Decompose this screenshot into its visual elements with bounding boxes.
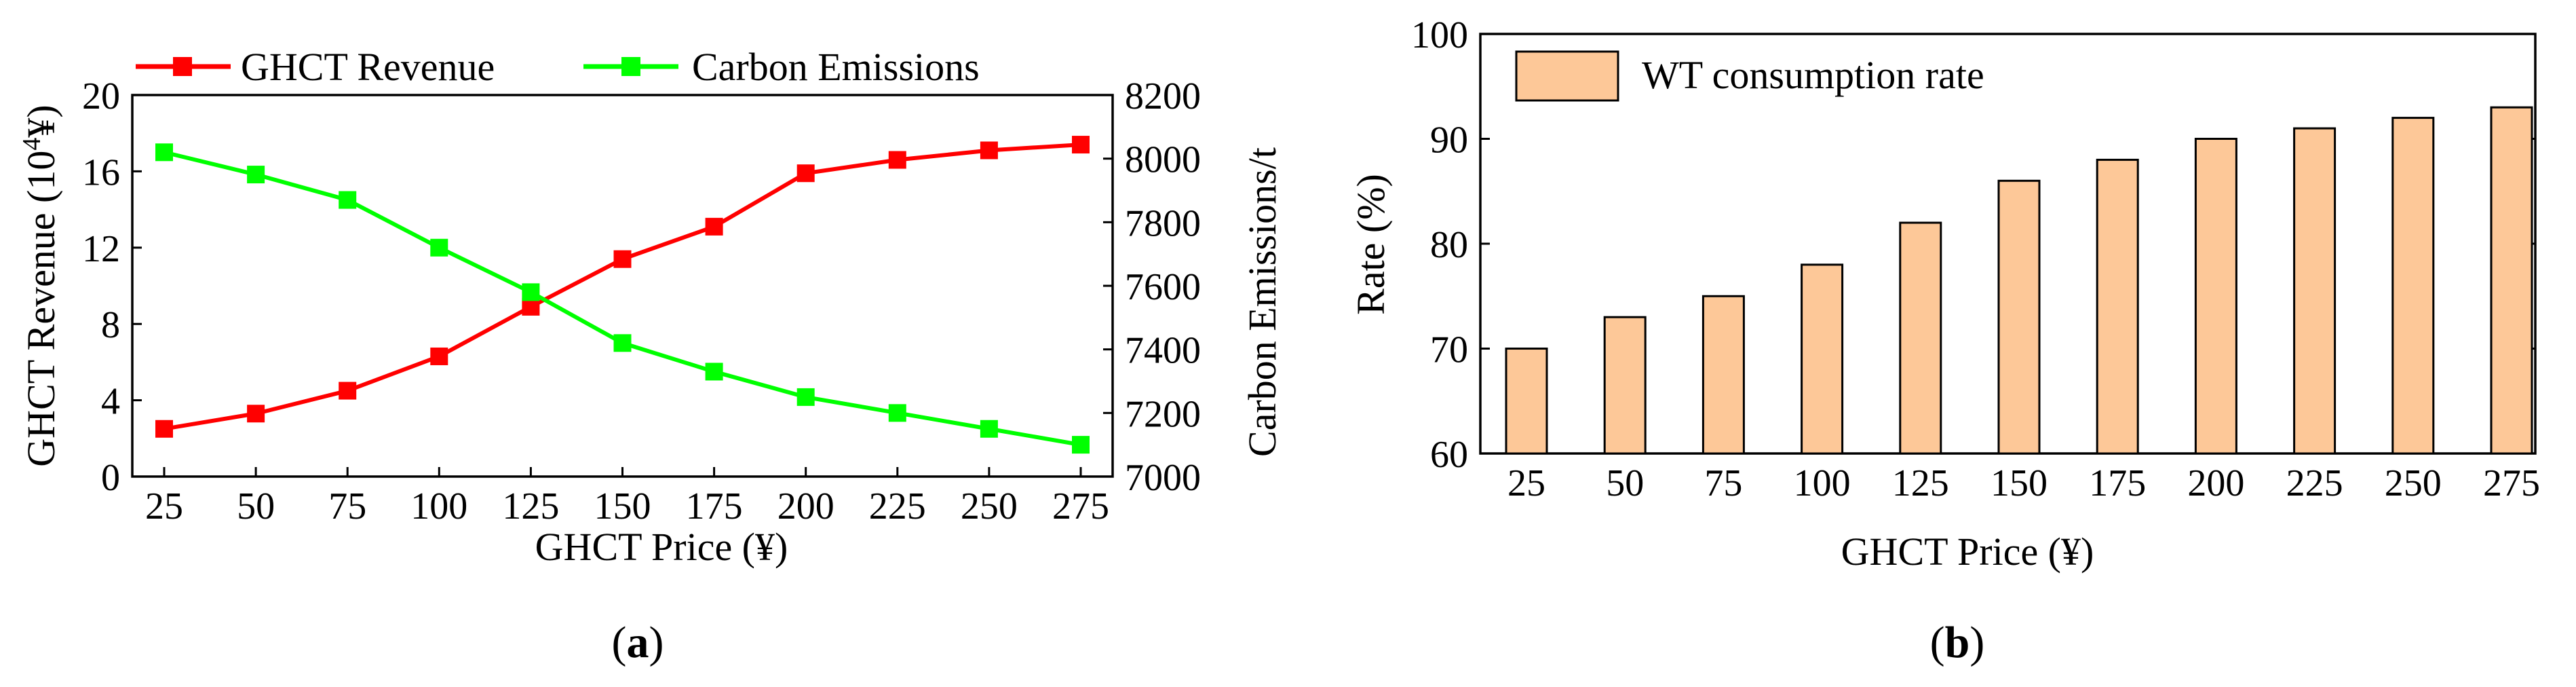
x-tick-label: 50 (237, 485, 275, 527)
panel-b-bars (1505, 106, 2533, 455)
data-point-ghct-revenue (796, 164, 815, 183)
data-point-carbon-emissions (522, 283, 540, 301)
legend-swatch-wt-consumption-rate (1515, 50, 1619, 102)
x-tick-label: 200 (777, 485, 834, 527)
data-point-carbon-emissions (339, 191, 357, 209)
x-tick-label: 100 (410, 485, 467, 527)
legend-label-ghct-revenue: GHCT Revenue (241, 45, 495, 89)
legend-label-carbon-emissions: Carbon Emissions (692, 45, 980, 89)
panel-a-ticks (132, 94, 1113, 478)
data-point-ghct-revenue (247, 405, 265, 423)
x-tick-label: 75 (1704, 462, 1742, 504)
x-tick-label: 125 (1892, 462, 1949, 504)
bar (1997, 179, 2041, 455)
y-tick-label: 60 (1430, 434, 1468, 476)
data-point-ghct-revenue (705, 217, 723, 236)
data-point-ghct-revenue (1072, 136, 1090, 154)
data-point-carbon-emissions (613, 334, 632, 352)
x-tick-label: 200 (2187, 462, 2244, 504)
bar (2293, 127, 2337, 455)
x-tick-label: 275 (1052, 485, 1109, 527)
data-point-ghct-revenue (339, 382, 357, 400)
panel-b-x-tick-labels: 25 50 75 100 125 150 175 200 225 250 275 (1507, 462, 2540, 504)
x-tick-label: 275 (2483, 462, 2540, 504)
y-tick-label: 90 (1430, 119, 1468, 162)
y-right-tick-label: 7400 (1125, 330, 1201, 372)
legend-marker-ghct-revenue (173, 57, 192, 76)
data-point-ghct-revenue (613, 250, 632, 268)
data-point-carbon-emissions (796, 388, 815, 406)
panel-b-legend: WT consumption rate (1515, 50, 1984, 102)
legend-marker-carbon-emissions (621, 57, 640, 76)
y-left-tick-label: 16 (82, 151, 120, 193)
bar (1702, 295, 1745, 455)
y-tick-label: 70 (1430, 329, 1468, 371)
x-tick-label: 50 (1606, 462, 1644, 504)
panel-a-left-tick-labels: 0 4 8 12 16 20 (82, 75, 120, 499)
panel-b-caption: (b) (1930, 618, 1985, 667)
panel-a-x-tick-labels: 25 50 75 100 125 150 175 200 225 250 275 (145, 485, 1109, 527)
data-point-carbon-emissions (247, 166, 265, 184)
panel-a-line-chart: 0 4 8 12 16 20 7000 7200 7400 7600 7800 8000 8200 2… (18, 45, 1284, 667)
panel-a-y-right-label: Carbon Emissions/t (1240, 147, 1284, 457)
panel-a-x-label: GHCT Price (¥) (535, 525, 788, 569)
data-point-ghct-revenue (888, 151, 906, 169)
bar (2490, 106, 2533, 455)
data-point-carbon-emissions (1072, 436, 1090, 454)
panel-b-y-label: Rate (%) (1349, 174, 1393, 315)
data-point-carbon-emissions (980, 420, 998, 438)
data-point-ghct-revenue (155, 420, 173, 438)
y-right-tick-label: 7000 (1125, 457, 1201, 499)
y-tick-label: 80 (1430, 224, 1468, 266)
bar (1899, 221, 1942, 455)
y-right-tick-label: 8000 (1125, 139, 1201, 181)
x-tick-label: 75 (328, 485, 366, 527)
x-tick-label: 150 (1991, 462, 2048, 504)
x-tick-label: 225 (2286, 462, 2343, 504)
data-point-ghct-revenue (980, 141, 998, 160)
panel-a-right-tick-labels: 7000 7200 7400 7600 7800 8000 8200 (1125, 75, 1201, 499)
bar (2194, 138, 2237, 455)
y-right-tick-label: 7200 (1125, 393, 1201, 435)
y-tick-label: 100 (1411, 14, 1468, 56)
x-tick-label: 250 (961, 485, 1018, 527)
panel-b-y-tick-labels: 60 70 80 90 100 (1411, 14, 1468, 476)
panel-b-x-label: GHCT Price (¥) (1841, 530, 2094, 574)
data-point-carbon-emissions (705, 363, 723, 381)
panel-a-caption: (a) (612, 618, 664, 667)
x-tick-label: 175 (686, 485, 743, 527)
x-tick-label: 125 (502, 485, 559, 527)
bar (1603, 316, 1647, 455)
panel-a-y-left-label: GHCT Revenue (104¥) (18, 105, 63, 466)
x-tick-label: 25 (145, 485, 183, 527)
x-tick-label: 225 (869, 485, 926, 527)
bar (1801, 263, 1844, 455)
x-tick-label: 175 (2089, 462, 2146, 504)
y-left-tick-label: 4 (101, 381, 120, 423)
x-tick-label: 150 (594, 485, 651, 527)
y-right-tick-label: 7600 (1125, 266, 1201, 308)
bar (1505, 348, 1548, 455)
x-tick-label: 100 (1794, 462, 1851, 504)
y-left-tick-label: 20 (82, 75, 120, 117)
x-tick-label: 250 (2385, 462, 2442, 504)
data-point-carbon-emissions (430, 238, 448, 257)
data-point-ghct-revenue (430, 347, 448, 365)
y-right-tick-label: 7800 (1125, 202, 1201, 244)
data-point-carbon-emissions (888, 404, 906, 422)
panel-a-legend: GHCT Revenue Carbon Emissions (136, 45, 980, 89)
bar (2391, 117, 2435, 455)
y-left-tick-label: 8 (101, 304, 120, 346)
y-left-tick-label: 12 (82, 228, 120, 270)
bar (2096, 158, 2139, 455)
x-tick-label: 25 (1507, 462, 1545, 504)
y-right-tick-label: 8200 (1125, 75, 1201, 117)
y-left-tick-label: 0 (101, 457, 120, 499)
panel-a-series (155, 136, 1090, 454)
data-point-carbon-emissions (155, 143, 173, 162)
legend-label-wt-consumption-rate: WT consumption rate (1642, 53, 1984, 97)
